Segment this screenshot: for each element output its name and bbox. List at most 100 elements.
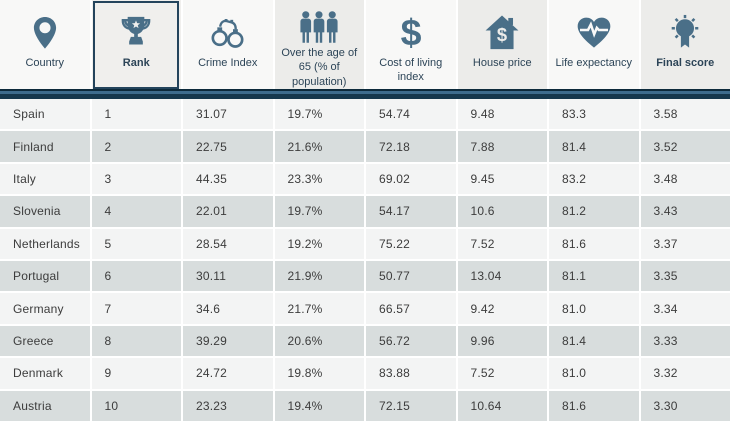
table-cell-final-score: 3.34 (653, 301, 678, 316)
table-cell-final-score: 3.35 (653, 269, 678, 284)
table-cell-house-price: 10.6 (458, 196, 549, 227)
location-pin-icon (27, 9, 63, 56)
table-row: Finland 2 22.75 21.6% 72.18 7.88 81.4 3.52 (0, 131, 730, 164)
table-row: Netherlands 5 28.54 19.2% 75.22 7.52 81.6 3.37 (0, 228, 730, 262)
house-dollar-icon: $ (481, 9, 523, 56)
table-row: Slovenia 4 22.01 19.7% 54.17 10.6 81.2 3.43 (0, 196, 730, 229)
column-header-label-final-score: Final score (656, 57, 715, 69)
column-header-label-rank: Rank (122, 57, 150, 69)
table-cell-rank: 1 (92, 99, 183, 130)
column-header-cost-of-living[interactable]: $ Cost of living index (366, 0, 458, 89)
table-cell-rank: 5 (92, 228, 183, 260)
table-cell-life-expectancy: 81.6 (549, 390, 641, 421)
table-cell-over-65: 19.8% (275, 358, 366, 389)
table-cell-country: Slovenia (0, 196, 92, 227)
table-cell-country: Spain (0, 99, 92, 130)
table-cell-crime-index: 23.23 (183, 390, 275, 421)
table-cell-over-65: 23.3% (275, 163, 366, 195)
table-cell-house-price: 9.96 (458, 325, 549, 357)
table-cell-final-score: 3.37 (653, 236, 678, 251)
column-header-country[interactable]: Country (0, 0, 92, 89)
svg-text:$: $ (400, 11, 421, 53)
heart-pulse-icon (573, 9, 615, 56)
column-header-label-country: Country (25, 57, 65, 69)
table-cell-house-price: 7.52 (458, 228, 549, 260)
table-cell-cost-of-living: 54.17 (366, 196, 458, 227)
table-cell-cost-of-living: 75.22 (366, 228, 458, 260)
table-cell-life-expectancy: 81.1 (549, 261, 641, 292)
table-cell-final-score: 3.30 (653, 398, 678, 413)
table-cell-house-price: 7.88 (458, 131, 549, 162)
table-cell-cost-of-living: 83.88 (366, 358, 458, 389)
column-header-label-life-expectancy: Life expectancy (555, 57, 632, 69)
table-cell-cost-of-living: 54.74 (366, 99, 458, 130)
table-row: Germany 7 34.6 21.7% 66.57 9.42 81.0 3.34 (0, 293, 730, 326)
table-cell-rank: 4 (92, 196, 183, 227)
table-cell-over-65: 19.7% (275, 196, 366, 227)
table-cell-house-price: 9.42 (458, 293, 549, 324)
table-cell-cost-of-living: 72.18 (366, 131, 458, 162)
table-cell-rank: 6 (92, 261, 183, 292)
table-cell-final-score: 3.33 (653, 334, 678, 349)
column-header-crime-index[interactable]: Crime Index (183, 0, 275, 89)
table-cell-final-score: 3.52 (653, 139, 678, 154)
column-header-rank[interactable]: Rank (91, 0, 183, 89)
table-cell-house-price: 9.48 (458, 99, 549, 130)
table-cell-final-score: 3.43 (653, 204, 678, 219)
table-cell-country: Denmark (0, 358, 92, 389)
table-cell-house-price: 9.45 (458, 163, 549, 195)
table-cell-cost-of-living: 66.57 (366, 293, 458, 324)
table-cell-country: Greece (0, 325, 92, 357)
table-cell-life-expectancy: 83.2 (549, 163, 641, 195)
table-cell-over-65: 19.4% (275, 390, 366, 421)
table-cell-crime-index: 39.29 (183, 325, 275, 357)
table-cell-rank: 8 (92, 325, 183, 357)
table-cell-cost-of-living: 56.72 (366, 325, 458, 357)
handcuffs-icon (208, 9, 248, 56)
table-row: Italy 3 44.35 23.3% 69.02 9.45 83.2 3.48 (0, 163, 730, 197)
table-cell-life-expectancy: 81.4 (549, 131, 641, 162)
table-cell-crime-index: 44.35 (183, 163, 275, 195)
column-header-over-65[interactable]: Over the age of 65 (% of population) (274, 0, 366, 89)
trophy-icon (116, 9, 156, 56)
table-cell-over-65: 19.2% (275, 228, 366, 260)
header-separator-bar (0, 89, 730, 99)
table-body: Spain 1 31.07 19.7% 54.74 9.48 83.3 3.58 Finland… (0, 99, 730, 421)
column-header-label-over-65: Over the age of 65 (% of population) (281, 47, 358, 88)
table-cell-house-price: 13.04 (458, 261, 549, 292)
table-row: Greece 8 39.29 20.6% 56.72 9.96 81.4 3.33 (0, 325, 730, 359)
table-cell-crime-index: 30.11 (183, 261, 275, 292)
people-icon (298, 9, 340, 46)
table-cell-over-65: 20.6% (275, 325, 366, 357)
table-cell-rank: 9 (92, 358, 183, 389)
table-header: Country Rank Crime Index Over the age of 65… (0, 0, 730, 89)
table-cell-house-price: 10.64 (458, 390, 549, 421)
table-cell-crime-index: 22.01 (183, 196, 275, 227)
table-cell-final-score: 3.32 (653, 366, 678, 381)
column-header-house-price[interactable]: $ House price (457, 0, 549, 89)
table-cell-crime-index: 34.6 (183, 293, 275, 324)
table-cell-life-expectancy: 81.4 (549, 325, 641, 357)
table-cell-cost-of-living: 69.02 (366, 163, 458, 195)
table-cell-rank: 3 (92, 163, 183, 195)
table-cell-life-expectancy: 83.3 (549, 99, 641, 130)
table-cell-country: Austria (0, 390, 92, 421)
table-cell-rank: 10 (92, 390, 183, 421)
table-cell-over-65: 21.9% (275, 261, 366, 292)
table-cell-over-65: 21.6% (275, 131, 366, 162)
table-cell-life-expectancy: 81.6 (549, 228, 641, 260)
table-cell-over-65: 19.7% (275, 99, 366, 130)
table-cell-final-score: 3.58 (653, 107, 678, 122)
table-cell-rank: 7 (92, 293, 183, 324)
column-header-life-expectancy[interactable]: Life expectancy (549, 0, 641, 89)
svg-text:$: $ (497, 24, 507, 45)
table-cell-country: Netherlands (0, 228, 92, 260)
table-cell-crime-index: 28.54 (183, 228, 275, 260)
column-header-final-score[interactable]: Final score (640, 0, 730, 89)
dollar-icon: $ (393, 9, 429, 56)
table-cell-country: Italy (0, 163, 92, 195)
table-cell-life-expectancy: 81.0 (549, 293, 641, 324)
table-cell-final-score: 3.48 (653, 172, 678, 187)
table-cell-country: Finland (0, 131, 92, 162)
